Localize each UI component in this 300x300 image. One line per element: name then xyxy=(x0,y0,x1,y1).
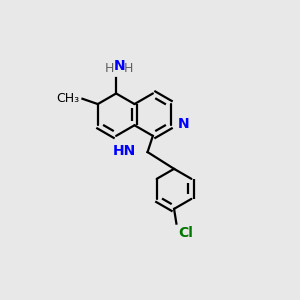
Text: H: H xyxy=(124,62,133,75)
Text: N: N xyxy=(178,117,189,131)
Text: Cl: Cl xyxy=(178,226,193,240)
Text: CH₃: CH₃ xyxy=(56,92,79,105)
Text: H: H xyxy=(105,62,114,75)
Text: HN: HN xyxy=(113,145,136,158)
Text: N: N xyxy=(113,59,125,74)
